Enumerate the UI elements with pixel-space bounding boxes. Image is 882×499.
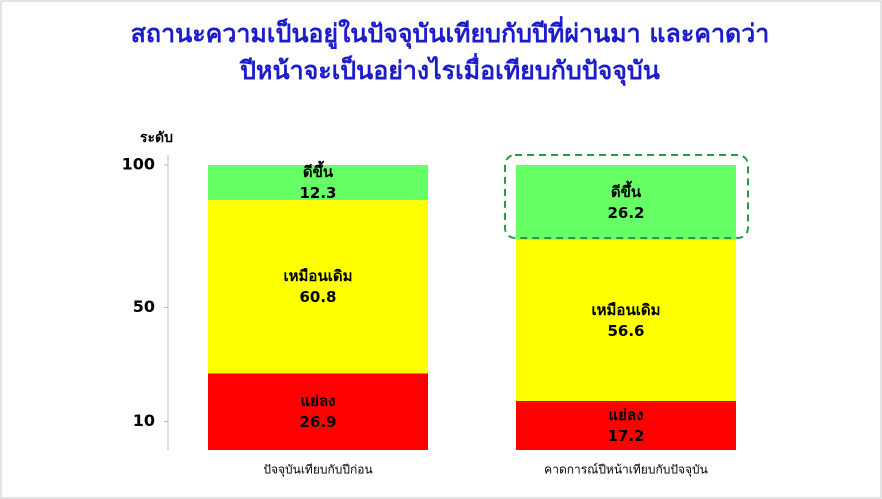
bar-segment: [516, 239, 736, 401]
chart-title: ปีหน้าจะเป็นอย่างไรเมื่อเทียบกับปัจจุบัน: [239, 53, 660, 87]
plot: 10 50 100 ปัจจุบันเทียบกับปีก่อน แย่ลง 26.9 เห…: [122, 155, 736, 478]
segment-name: เหมือนเดิม: [284, 267, 353, 285]
y-tick-label: 100: [122, 155, 155, 174]
segment-name: แย่ลง: [609, 406, 644, 424]
bar-segment: [208, 200, 428, 374]
x-tick-label: คาดการณ์ปีหน้าเทียบกับปัจจุบัน: [544, 463, 708, 478]
segment-name: ดีขึ้น: [611, 180, 642, 201]
y-axis-label: ระดับ: [140, 130, 173, 146]
bar-segment: [208, 165, 428, 201]
bar-segment: [208, 373, 428, 450]
data-label: 56.6: [607, 322, 644, 340]
segment-name: ดีขึ้น: [303, 160, 334, 181]
y-tick-label: 10: [133, 411, 155, 430]
bar-segment: [516, 400, 736, 450]
segment-name: เหมือนเดิม: [592, 301, 661, 319]
highlight-box: [504, 154, 749, 239]
bar-segment: [516, 165, 736, 240]
chart-title: สถานะความเป็นอยู่ในปัจจุบันเทียบกับปีที่…: [131, 16, 770, 50]
y-tick-label: 50: [133, 297, 155, 316]
data-label: 60.8: [299, 288, 336, 306]
data-label: 26.2: [607, 204, 644, 222]
data-label: 12.3: [299, 184, 336, 202]
data-label: 17.2: [607, 427, 644, 445]
data-label: 26.9: [299, 413, 336, 431]
x-tick-label: ปัจจุบันเทียบกับปีก่อน: [263, 463, 372, 478]
segment-name: แย่ลง: [301, 392, 336, 410]
